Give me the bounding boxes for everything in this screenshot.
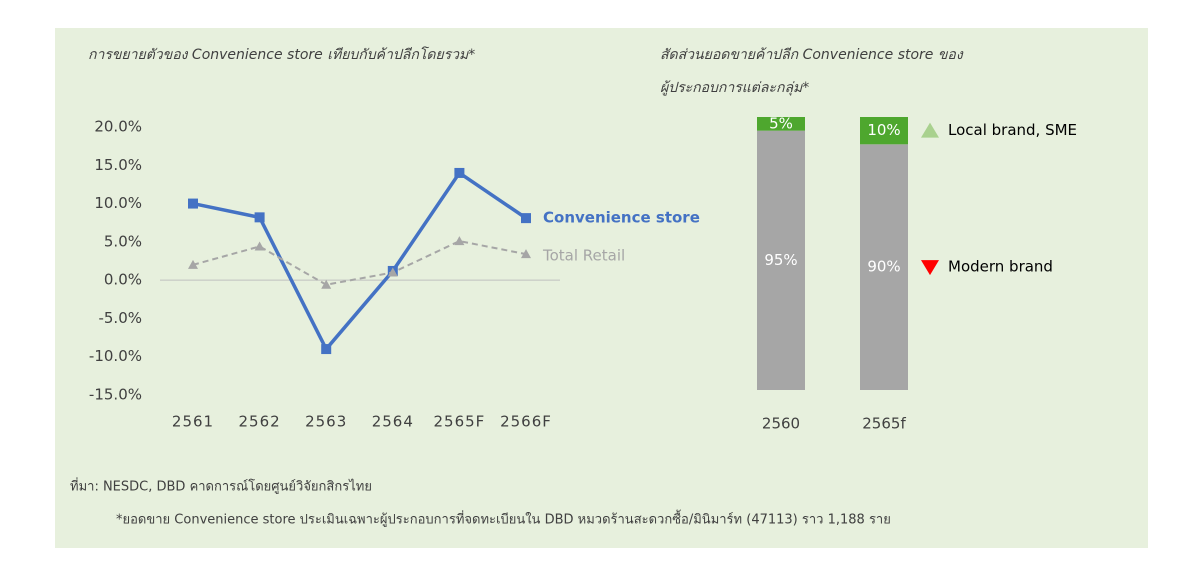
x-tick-label: 2561 [172, 413, 214, 431]
point [387, 267, 398, 277]
x-tick-label: 2565F [433, 413, 485, 431]
x-tick-label: 2565f [862, 415, 906, 433]
bar-chart-title: สัดส่วนยอดขายค้าปลีก Convenience store ข… [660, 47, 964, 63]
legend-marker [921, 260, 939, 276]
point [321, 279, 332, 289]
y-tick-label: 10.0% [94, 194, 142, 212]
line-chart-title: การขยายตัวของ Convenience store เทียบกับ… [88, 46, 475, 63]
legend-label: Modern brand [948, 258, 1053, 276]
point [454, 167, 465, 178]
note: *ยอดขาย Convenience store ประเมินเฉพาะผู… [116, 510, 891, 528]
point [188, 259, 198, 269]
bar-segment [860, 117, 908, 145]
y-tick-label: -15.0% [89, 386, 142, 404]
data-label: 95% [764, 251, 797, 269]
point [254, 241, 265, 251]
point [454, 236, 465, 246]
series-line [192, 170, 527, 353]
bar-chart-title: ผู้ประกอบการแต่ละกลุ่ม* [660, 80, 809, 96]
data-label: 10% [867, 121, 900, 139]
x-tick-label: 2560 [762, 415, 800, 433]
y-tick-label: -10.0% [89, 347, 142, 365]
point [521, 249, 531, 259]
x-tick-label: 2566F [500, 413, 552, 431]
x-tick-label: 2564 [372, 413, 414, 431]
x-tick-label: 2563 [305, 413, 347, 431]
y-tick-label: 5.0% [104, 232, 142, 250]
point [521, 213, 531, 224]
legend-label: Local brand, SME [948, 121, 1077, 139]
panel [55, 28, 1148, 548]
y-tick-label: 0.0% [104, 271, 142, 289]
data-label: 5% [769, 114, 793, 132]
series-label: Convenience store [543, 209, 700, 227]
y-tick-label: 15.0% [94, 156, 142, 174]
data-label: 90% [867, 258, 900, 276]
series-label: Total Retail [542, 247, 625, 265]
bar-segment [860, 144, 908, 390]
point [188, 198, 198, 209]
x-tick-label: 2562 [239, 413, 281, 431]
y-tick-label: -5.0% [98, 309, 142, 327]
y-tick-label: 20.0% [94, 118, 142, 136]
legend-marker [921, 122, 939, 138]
point [321, 344, 332, 355]
bar-segment [757, 117, 805, 131]
bar-segment [757, 130, 805, 390]
source: ที่มา: NESDC, DBD คาดการณ์โดยศูนย์วิจัยก… [70, 478, 372, 495]
point [254, 212, 265, 223]
